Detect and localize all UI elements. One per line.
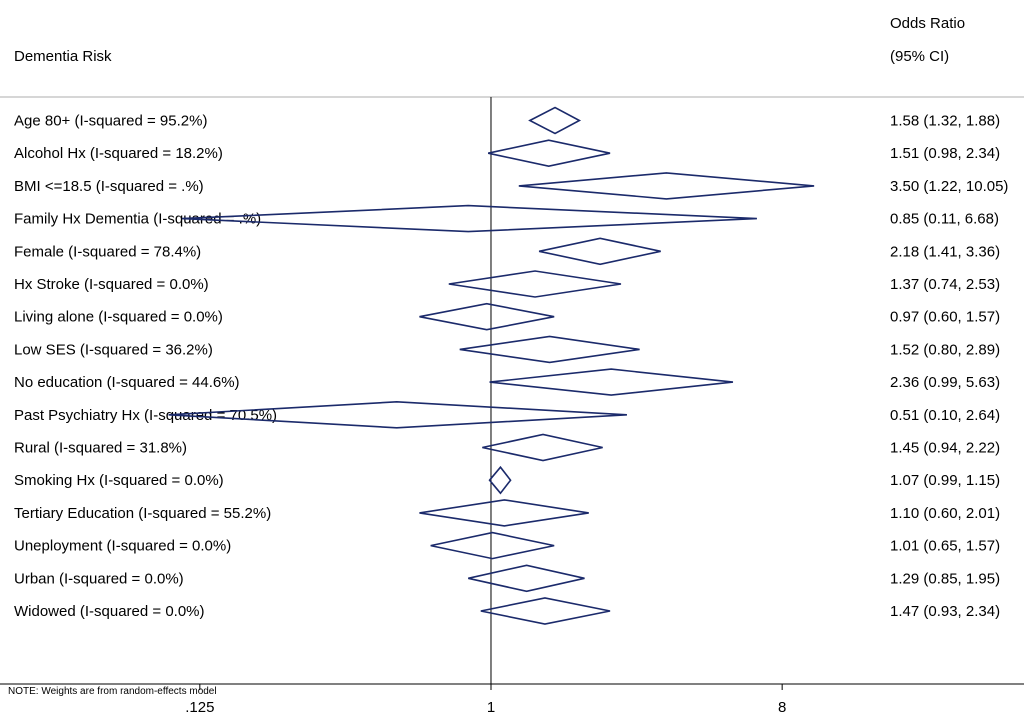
x-ticks: .125 1 8 <box>185 684 786 716</box>
forest-row: Family Hx Dementia (I-squared = .%) 0.85 … <box>14 204 999 233</box>
row-label: Rural (I-squared = 31.8%) <box>14 440 187 457</box>
row-label: BMI <=18.5 (I-squared = .%) <box>14 178 204 195</box>
forest-row: BMI <=18.5 (I-squared = .%) 3.50 (1.22, 1… <box>14 172 1008 200</box>
row-label: Past Psychiatry Hx (I-squared = 70.5%) <box>14 407 277 424</box>
forest-row: Past Psychiatry Hx (I-squared = 70.5%) 0.… <box>14 400 1000 429</box>
or-ci-value: 1.10 (0.60, 2.01) <box>890 505 1000 522</box>
forest-row: Low SES (I-squared = 36.2%) 1.52 (0.80, 2… <box>14 335 1000 364</box>
row-label: Smoking Hx (I-squared = 0.0%) <box>14 472 224 489</box>
effect-diamond <box>419 499 589 527</box>
x-tick-label: 1 <box>487 699 495 716</box>
effect-diamond <box>181 204 757 233</box>
or-ci-value: 1.45 (0.94, 2.22) <box>890 440 1000 457</box>
row-label: Hx Stroke (I-squared = 0.0%) <box>14 276 209 293</box>
or-ci-value: 2.18 (1.41, 3.36) <box>890 243 1000 260</box>
effect-diamond <box>488 465 512 495</box>
row-label: Living alone (I-squared = 0.0%) <box>14 309 223 326</box>
forest-row: Rural (I-squared = 31.8%) 1.45 (0.94, 2.2… <box>14 433 1000 462</box>
or-ci-value: 0.85 (0.11, 6.68) <box>890 211 999 228</box>
effect-diamond <box>168 400 627 429</box>
row-label: Widowed (I-squared = 0.0%) <box>14 603 205 620</box>
or-ci-value: 0.51 (0.10, 2.64) <box>890 407 1000 424</box>
forest-row: Widowed (I-squared = 0.0%) 1.47 (0.93, 2.… <box>14 597 1000 625</box>
effect-diamond <box>487 139 611 168</box>
forest-row: Uneployment (I-squared = 0.0%) 1.01 (0.65… <box>14 531 1000 560</box>
row-label: Age 80+ (I-squared = 95.2%) <box>14 113 207 130</box>
row-label: No education (I-squared = 44.6%) <box>14 374 240 391</box>
or-ci-value: 1.29 (0.85, 1.95) <box>890 570 1000 587</box>
effect-diamond <box>480 597 611 625</box>
forest-row: Urban (I-squared = 0.0%) 1.29 (0.85, 1.95… <box>14 564 1000 593</box>
forest-row: Hx Stroke (I-squared = 0.0%) 1.37 (0.74, … <box>14 270 1000 298</box>
x-tick-label: 8 <box>778 699 786 716</box>
or-ci-value: 3.50 (1.22, 10.05) <box>890 178 1008 195</box>
forest-row: Age 80+ (I-squared = 95.2%) 1.58 (1.32, 1… <box>14 106 1000 135</box>
effect-diamond <box>518 172 815 200</box>
right-header-line1: Odds Ratio <box>890 15 965 32</box>
or-ci-value: 1.37 (0.74, 2.53) <box>890 276 1000 293</box>
row-label: Uneployment (I-squared = 0.0%) <box>14 538 231 555</box>
row-label: Urban (I-squared = 0.0%) <box>14 570 184 587</box>
effect-diamond <box>468 564 585 593</box>
row-label: Family Hx Dementia (I-squared = .%) <box>14 211 261 228</box>
forest-row: Smoking Hx (I-squared = 0.0%) 1.07 (0.99,… <box>14 465 1000 495</box>
forest-row: Living alone (I-squared = 0.0%) 0.97 (0.6… <box>14 302 1000 331</box>
or-ci-value: 1.58 (1.32, 1.88) <box>890 113 1000 130</box>
forest-rows: Age 80+ (I-squared = 95.2%) 1.58 (1.32, 1… <box>14 106 1008 625</box>
effect-diamond <box>528 106 582 135</box>
effect-diamond <box>459 335 640 364</box>
footnote: NOTE: Weights are from random-effects mo… <box>8 686 217 697</box>
or-ci-value: 1.07 (0.99, 1.15) <box>890 472 1000 489</box>
forest-row: Alcohol Hx (I-squared = 18.2%) 1.51 (0.98… <box>14 139 1000 168</box>
effect-diamond <box>419 302 555 331</box>
or-ci-value: 0.97 (0.60, 1.57) <box>890 309 1000 326</box>
effect-diamond <box>448 270 622 298</box>
forest-row: No education (I-squared = 44.6%) 2.36 (0.… <box>14 368 1000 396</box>
forest-row: Female (I-squared = 78.4%) 2.18 (1.41, 3.… <box>14 237 1000 266</box>
or-ci-value: 1.52 (0.80, 2.89) <box>890 341 1000 358</box>
right-header-line2: (95% CI) <box>890 48 949 65</box>
left-header: Dementia Risk <box>14 48 112 65</box>
x-tick-label: .125 <box>185 699 214 716</box>
effect-diamond <box>482 433 603 462</box>
row-label: Low SES (I-squared = 36.2%) <box>14 341 213 358</box>
row-label: Tertiary Education (I-squared = 55.2%) <box>14 505 271 522</box>
effect-diamond <box>430 531 555 560</box>
row-label: Alcohol Hx (I-squared = 18.2%) <box>14 145 223 162</box>
or-ci-value: 2.36 (0.99, 5.63) <box>890 374 1000 391</box>
effect-diamond <box>538 237 661 266</box>
or-ci-value: 1.01 (0.65, 1.57) <box>890 538 1000 555</box>
or-ci-value: 1.47 (0.93, 2.34) <box>890 603 1000 620</box>
or-ci-value: 1.51 (0.98, 2.34) <box>890 145 1000 162</box>
effect-diamond <box>489 368 734 396</box>
forest-row: Tertiary Education (I-squared = 55.2%) 1.… <box>14 499 1000 527</box>
row-label: Female (I-squared = 78.4%) <box>14 243 201 260</box>
